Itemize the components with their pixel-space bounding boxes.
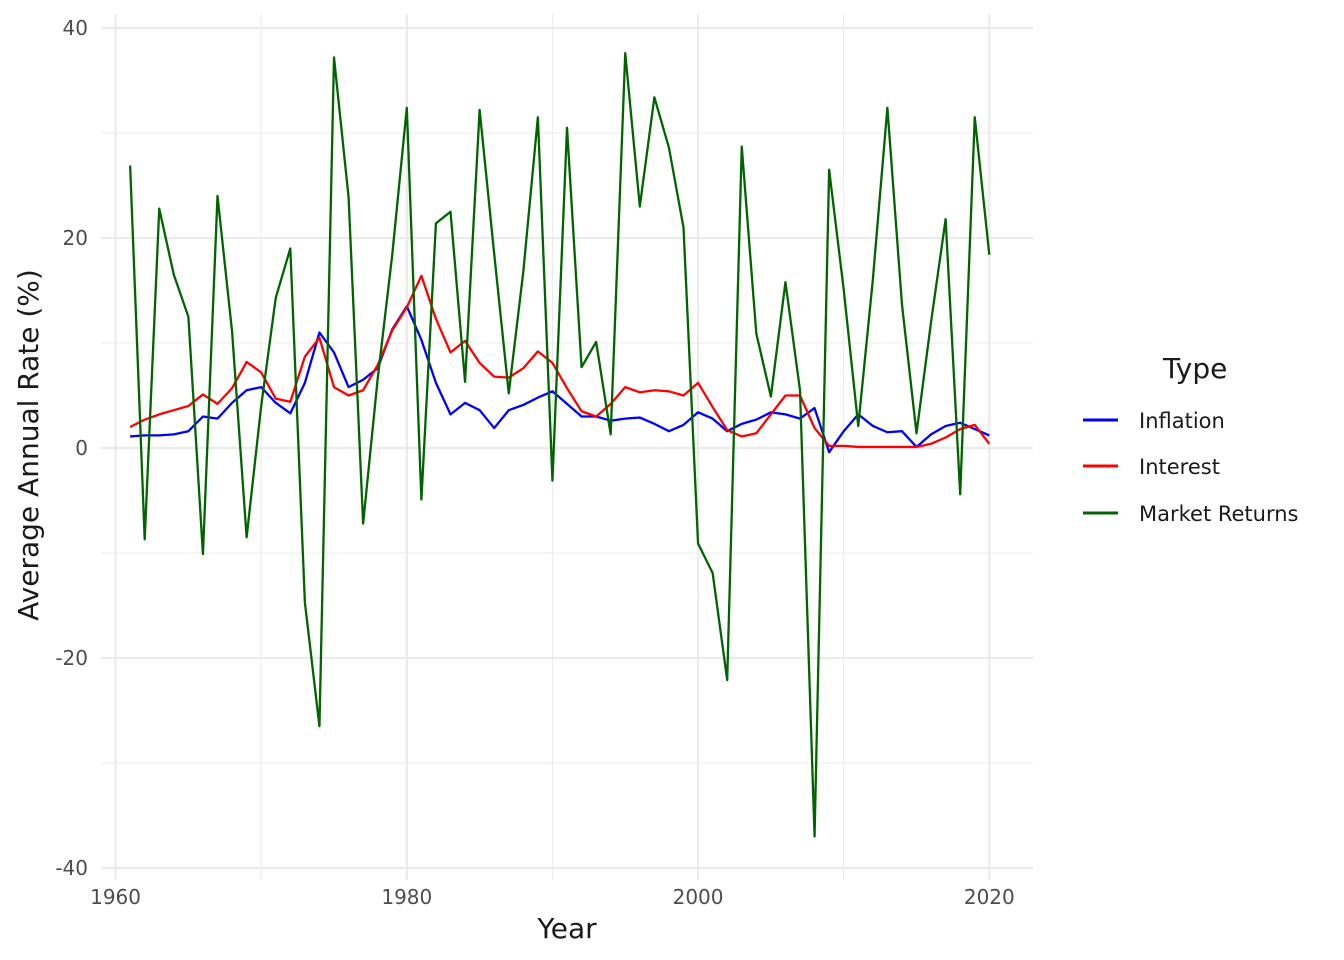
- legend-label-inflation: Inflation: [1139, 409, 1225, 433]
- x-axis-title: Year: [536, 912, 597, 945]
- series-line-interest: [129, 274, 991, 449]
- series-line-inflation: [130, 305, 990, 454]
- series-layer: [128, 52, 991, 838]
- legend: Type Inflation Interest Market Returns: [1083, 352, 1299, 526]
- legend-item-inflation: Inflation: [1083, 409, 1225, 433]
- legend-label-interest: Interest: [1139, 455, 1220, 479]
- legend-item-market-returns: Market Returns: [1083, 502, 1299, 526]
- x-tick-label: 1960: [90, 885, 141, 909]
- y-tick-label: 40: [63, 16, 88, 40]
- y-tick-label: -40: [55, 856, 88, 880]
- y-tick-label: -20: [55, 646, 88, 670]
- x-tick-label: 2000: [673, 885, 724, 909]
- x-axis-ticks: 1960 1980 2000 2020: [90, 885, 1015, 909]
- legend-label-market-returns: Market Returns: [1139, 502, 1299, 526]
- y-tick-label: 0: [75, 436, 88, 460]
- legend-item-interest: Interest: [1083, 455, 1220, 479]
- legend-items: Inflation Interest Market Returns: [1083, 409, 1299, 526]
- y-axis-ticks: -40 -20 0 20 40: [55, 16, 88, 880]
- legend-title: Type: [1162, 352, 1227, 385]
- y-axis-title: Average Annual Rate (%): [12, 269, 45, 621]
- x-tick-label: 1980: [381, 885, 432, 909]
- y-tick-label: 20: [63, 226, 88, 250]
- x-tick-label: 2020: [964, 885, 1015, 909]
- series-line-market-returns: [128, 52, 991, 838]
